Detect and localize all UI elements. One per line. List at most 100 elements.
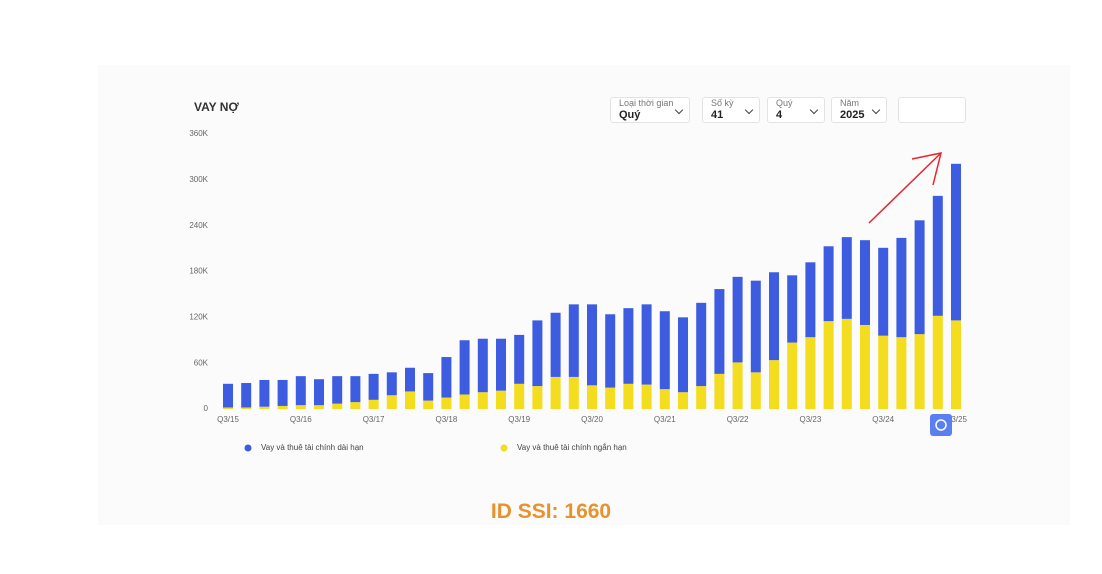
bar-segment <box>514 383 525 409</box>
bar-segment <box>587 385 597 409</box>
bar-segment <box>241 407 252 409</box>
bar-segment <box>605 387 616 409</box>
bar-segment <box>623 308 634 384</box>
y-tick-label: 240K <box>189 221 208 230</box>
bar-segment <box>714 373 725 409</box>
bar-segment <box>477 392 488 409</box>
dropdown[interactable]: Năm 2025 <box>831 97 887 123</box>
bar-segment <box>368 373 379 400</box>
bar-segment <box>386 395 397 409</box>
bar-segment <box>896 237 907 338</box>
refresh-icon <box>935 419 947 431</box>
bar-segment <box>750 280 761 373</box>
bar-segment <box>459 340 470 395</box>
legend-label: Vay và thuê tài chính ngắn hạn <box>517 443 627 452</box>
y-tick-label: 120K <box>189 312 208 321</box>
annotation-arrow <box>868 152 942 224</box>
bar-segment <box>696 302 707 387</box>
bar-segment <box>441 397 452 409</box>
bar-segment <box>787 275 798 343</box>
bar-segment <box>314 379 324 406</box>
bar-segment <box>769 272 779 361</box>
refresh-button[interactable] <box>930 414 952 436</box>
bar-segment <box>277 405 288 409</box>
bar-segment <box>659 389 670 409</box>
bar-segment <box>423 400 434 409</box>
bar-segment <box>914 220 925 335</box>
x-tick-label: Q3/16 <box>290 415 312 424</box>
bar-segment <box>223 407 233 409</box>
bar-segment <box>750 372 761 409</box>
bar-segment <box>641 384 652 409</box>
bar-segment <box>823 321 834 409</box>
bar-segment <box>459 394 470 409</box>
bar-segment <box>405 367 415 392</box>
x-tick-label: Q3/23 <box>800 415 822 424</box>
bar-segment <box>295 376 306 406</box>
legend-label: Vay và thuê tài chính dài hạn <box>261 443 364 452</box>
bar-segment <box>350 376 361 403</box>
dropdown-value: 4 <box>776 109 783 121</box>
bar-segment <box>550 312 561 377</box>
bar-segment <box>477 338 488 393</box>
x-tick-label: Q3/22 <box>727 415 749 424</box>
bar-segment <box>587 304 597 386</box>
bar-segment <box>332 376 343 404</box>
bar-segment <box>441 357 452 398</box>
x-tick-label: Q3/17 <box>363 415 385 424</box>
footer: ID SSI: 1660 <box>490 500 612 523</box>
bar-segment <box>841 237 852 319</box>
bar-segment <box>405 391 415 409</box>
dropdown-label: Số kỳ <box>711 98 734 108</box>
dropdown[interactable]: Loại thời gian Quý <box>610 97 690 123</box>
bar-segment <box>314 405 324 409</box>
bar-segment <box>496 338 506 391</box>
bar-segment <box>350 402 361 409</box>
toolbar[interactable] <box>898 97 966 123</box>
x-tick-label: Q3/20 <box>581 415 603 424</box>
bar-segment <box>805 262 816 338</box>
bar-segment <box>568 304 579 377</box>
legend-marker <box>244 444 252 452</box>
bar-segment <box>223 383 233 408</box>
bar-segment <box>860 324 870 409</box>
bar-segment <box>860 240 870 325</box>
x-tick-label: Q3/19 <box>508 415 530 424</box>
x-tick-label: Q3/15 <box>217 415 239 424</box>
dropdown-label: Quý <box>776 98 793 108</box>
x-tick-label: Q3/24 <box>872 415 894 424</box>
bar-segment <box>386 372 397 396</box>
bar-segment <box>532 320 543 387</box>
bar-segment <box>332 403 343 409</box>
bar-segment <box>951 320 961 409</box>
bar-segment <box>241 383 252 408</box>
bar-segment <box>659 311 670 390</box>
bar-segment <box>605 314 616 388</box>
y-tick-label: 180K <box>189 267 208 276</box>
bar-segment <box>568 376 579 409</box>
bar-segment <box>951 163 961 321</box>
y-tick-label: 360K <box>189 129 208 138</box>
x-tick-label: Q3/21 <box>654 415 676 424</box>
dropdown[interactable]: Số kỳ 41 <box>702 97 760 123</box>
bar-segment <box>623 383 634 409</box>
bar-segment <box>932 195 943 316</box>
annotation-arrow-head <box>911 152 943 186</box>
bar-segment <box>259 379 270 407</box>
bar-segment <box>805 337 816 409</box>
dropdown-value: 41 <box>711 109 724 121</box>
bar-segment <box>514 334 525 384</box>
bar-segment <box>496 390 506 409</box>
bar-segment <box>914 334 925 409</box>
bar-segment <box>714 289 725 374</box>
legend-marker <box>500 444 508 452</box>
bar-segment <box>678 392 688 409</box>
dropdown-value: Quý <box>619 109 641 121</box>
bar-segment <box>259 406 270 409</box>
dropdown[interactable]: Quý 4 <box>767 97 825 123</box>
chart-title: VAY NỢ <box>194 100 239 114</box>
bar-segment <box>932 315 943 409</box>
y-tick-label: 0 <box>204 404 209 413</box>
